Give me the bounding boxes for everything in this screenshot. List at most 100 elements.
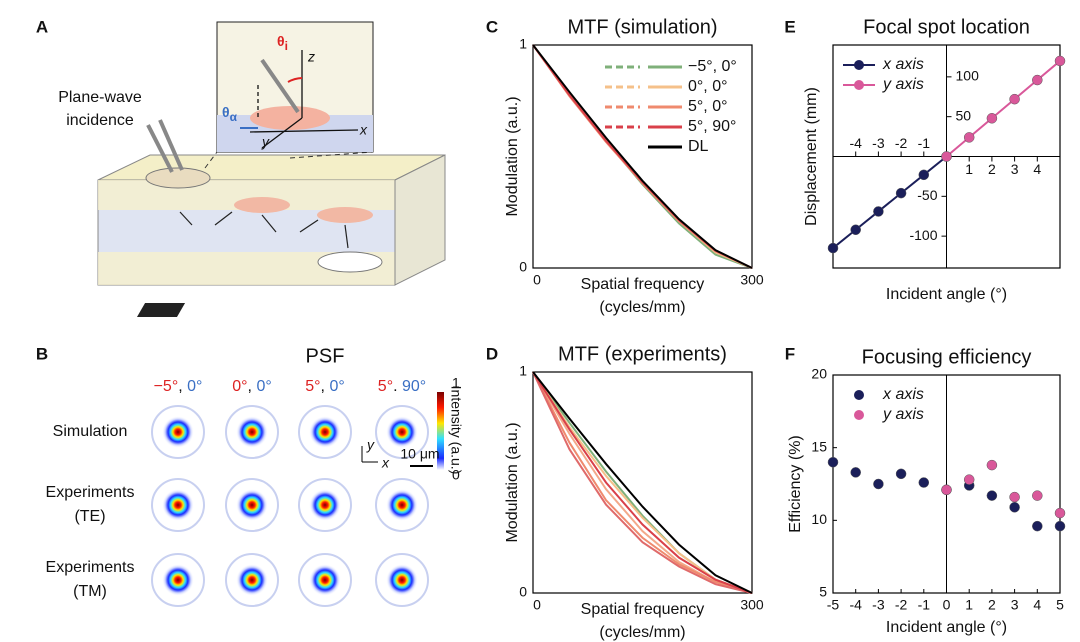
data-point: [873, 478, 884, 490]
data-point: [963, 132, 975, 143]
x-tick-label: 4: [1033, 597, 1041, 613]
x-tick-label: 0: [533, 597, 541, 613]
x-tick-label: 5: [1056, 597, 1064, 613]
x-axis-label: Spatial frequency: [581, 276, 705, 293]
theta-a: θα: [222, 104, 238, 124]
data-point: [1009, 93, 1020, 105]
psf-spot: [386, 416, 418, 448]
y-tick-label: 0: [519, 584, 527, 600]
chart-title: Focal spot location: [863, 16, 1030, 38]
psf-spot: [162, 564, 194, 596]
legend-label: x axis: [882, 386, 924, 403]
psf-column-header: 5°, 0°: [305, 378, 344, 395]
panel-label: E: [784, 17, 795, 36]
x-tick-label: 4: [1033, 161, 1041, 177]
psf-ring: [151, 478, 205, 532]
y-tick-label: 10: [811, 511, 827, 527]
chart-title: MTF (simulation): [567, 16, 717, 38]
psf-row-label: (TE): [74, 508, 105, 525]
x-tick-label: 3: [1011, 597, 1019, 613]
psf-ring: [298, 478, 352, 532]
y-axis-label: Efficiency (%): [787, 435, 804, 533]
data-point: [827, 242, 839, 254]
data-point: [941, 484, 952, 496]
device-drawing: [97, 21, 446, 317]
axes-icon-y: y: [366, 437, 375, 453]
y-tick-label: 50: [956, 107, 972, 123]
series-line: [532, 371, 753, 594]
axes-icon: [361, 446, 378, 463]
legend-label: DL: [688, 138, 709, 155]
legend-marker: [854, 60, 864, 70]
data-point: [1009, 491, 1020, 503]
colorbar-min: 0: [452, 467, 460, 483]
theta-i-subscript: i: [285, 39, 288, 53]
x-tick-label: -5: [827, 597, 840, 613]
plot-frame: [532, 371, 753, 594]
y-tick-label: 1: [519, 363, 527, 379]
y-axis-label: Displacement (mm): [803, 87, 820, 226]
psf-column-part: 5°: [378, 378, 393, 395]
legend-label: 5°, 90°: [688, 118, 736, 135]
psf-column-header: 5°. 90°: [378, 378, 426, 395]
x-tick-label: -3: [872, 135, 885, 151]
incidence-label: Plane-wave: [58, 89, 142, 106]
theta-i-symbol: θ: [277, 33, 285, 49]
theta-a-symbol: θ: [222, 104, 230, 120]
psf-column-part: 0°: [256, 378, 271, 395]
legend-label: x axis: [882, 56, 924, 73]
data-point: [986, 113, 998, 124]
x-tick-label: -3: [872, 597, 885, 613]
x-tick-label: 0: [943, 597, 951, 613]
psf-column-part: .: [393, 378, 402, 395]
legend-label: y axis: [882, 76, 924, 93]
x-axis-label: Incident angle (°): [886, 286, 1007, 303]
psf-spot: [309, 489, 341, 521]
psf-ring: [151, 553, 205, 607]
psf-column-part: −5°: [154, 378, 179, 395]
incidence-label: incidence: [66, 112, 134, 129]
y-tick-label: 100: [956, 68, 980, 84]
axis-z: z: [307, 49, 315, 65]
x-tick-label: 300: [740, 597, 764, 613]
psf-spot: [236, 489, 268, 521]
legend-marker: [854, 410, 864, 420]
legend-label: 5°, 0°: [688, 98, 727, 115]
psf-spot: [386, 489, 418, 521]
x-tick-label: 1: [965, 597, 973, 613]
psf-column-part: 0°: [232, 378, 247, 395]
x-axis-label: (cycles/mm): [599, 299, 685, 316]
chart-title: MTF (experiments): [558, 343, 727, 365]
psf-ring: [375, 405, 429, 459]
data-point: [850, 224, 861, 236]
series-line: [532, 371, 753, 594]
data-point: [1054, 520, 1066, 532]
psf-ring: [375, 553, 429, 607]
psf-spot: [162, 489, 194, 521]
colorbar: [437, 392, 444, 470]
psf-column-part: 0°: [187, 378, 202, 395]
legend-label: y axis: [882, 406, 924, 423]
y-axis-label: Modulation (a.u.): [504, 96, 521, 216]
plot-frame: [532, 44, 753, 269]
psf-ring: [151, 405, 205, 459]
data-point: [1054, 507, 1066, 519]
data-point: [918, 169, 930, 181]
panel-label: C: [486, 17, 498, 36]
y-tick-label: 5: [819, 584, 827, 600]
psf-column-part: ,: [178, 378, 187, 395]
y-tick-label: 15: [811, 438, 827, 454]
data-point: [895, 468, 907, 480]
y-tick-label: 0: [519, 259, 527, 275]
psf-ring: [225, 405, 279, 459]
data-point: [986, 490, 998, 501]
data-point: [1009, 502, 1020, 513]
psf-row-label: Experiments: [46, 484, 135, 501]
chart-title: Focusing efficiency: [862, 346, 1032, 368]
x-tick-label: 1: [965, 161, 973, 177]
data-point: [918, 477, 930, 488]
psf-row-label: (TM): [73, 583, 107, 600]
legend-marker: [854, 80, 864, 90]
psf-ring: [298, 405, 352, 459]
data-point: [1032, 520, 1043, 532]
